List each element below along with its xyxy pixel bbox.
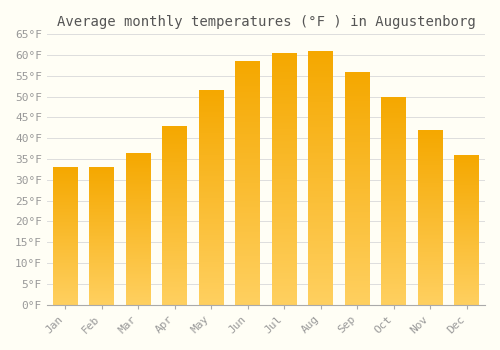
Title: Average monthly temperatures (°F ) in Augustenborg: Average monthly temperatures (°F ) in Au… [56, 15, 476, 29]
